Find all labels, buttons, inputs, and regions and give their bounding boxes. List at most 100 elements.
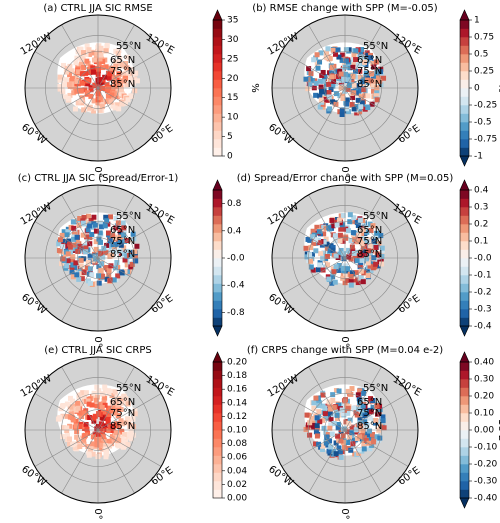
field-cell	[102, 387, 108, 393]
field-cell	[70, 274, 76, 280]
field-cell	[325, 46, 331, 52]
field-cell	[330, 274, 336, 280]
field-cell	[363, 256, 369, 262]
field-cell	[112, 75, 118, 81]
field-cell	[80, 232, 86, 238]
polar-map	[271, 14, 419, 162]
panel-title: (f) CRPS change with SPP (M=0.04 e-2)	[247, 345, 443, 356]
field-cell	[94, 394, 100, 400]
field-cell	[112, 59, 118, 65]
field-cell	[323, 225, 329, 231]
field-cell	[119, 270, 125, 276]
field-cell	[71, 236, 77, 242]
field-cell	[96, 436, 102, 442]
field-cell	[78, 61, 84, 67]
field-cell	[74, 234, 80, 240]
field-cell	[365, 260, 371, 266]
field-cell	[314, 423, 320, 429]
field-cell	[365, 93, 371, 99]
field-cell	[308, 71, 314, 77]
field-cell	[368, 55, 374, 61]
meridian	[344, 429, 409, 467]
field-cell	[330, 99, 336, 105]
field-cell	[93, 239, 99, 245]
field-cell	[96, 236, 102, 242]
field-cell	[338, 454, 344, 460]
field-cell	[81, 64, 87, 70]
field-cell	[327, 55, 333, 61]
colorbar-tick-label: -0.3	[474, 305, 492, 315]
field-cell	[311, 405, 317, 411]
field-cell	[88, 87, 94, 93]
field-cell	[361, 390, 367, 396]
field-cell	[113, 215, 119, 221]
field-cell	[112, 410, 118, 416]
colorbar-bin	[460, 79, 469, 89]
colorbar-bin	[213, 370, 222, 380]
field-cell	[348, 238, 354, 244]
polar-map	[24, 184, 172, 332]
field-cell	[352, 253, 358, 259]
field-cell	[71, 242, 77, 248]
field-cell	[87, 70, 93, 76]
field-cell	[345, 86, 351, 92]
colorbar-tick-label: 1	[474, 16, 480, 26]
field-cell	[336, 54, 342, 60]
polar-map	[271, 184, 419, 332]
field-cell	[70, 262, 76, 268]
colorbar-bin	[213, 396, 222, 405]
field-cell	[129, 261, 135, 267]
meridian	[34, 221, 99, 259]
colorbar-bin	[213, 190, 222, 199]
field-cell	[132, 76, 138, 82]
field-cell	[119, 101, 125, 107]
colorbar-bin	[213, 421, 222, 431]
field-cell	[125, 97, 131, 103]
field-cell	[333, 253, 339, 259]
lat-label: 75°N	[110, 236, 135, 247]
field-cell	[348, 256, 354, 262]
field-cell	[364, 229, 370, 235]
field-cell	[356, 447, 362, 453]
field-cell	[123, 396, 129, 402]
colorbar-bin	[213, 113, 222, 123]
field-cell	[374, 69, 380, 75]
field-cell	[367, 263, 373, 269]
colorbar-tick-label: -0.30	[474, 477, 498, 487]
field-cell	[65, 95, 71, 101]
field-cell	[81, 410, 87, 416]
field-cell	[126, 419, 132, 425]
field-cell	[308, 258, 314, 264]
field-cell	[90, 451, 96, 457]
field-cell	[318, 50, 324, 56]
colorbar-bin	[460, 258, 469, 267]
field-cell	[370, 60, 376, 66]
field-cell	[357, 68, 363, 74]
colorbar-bin	[213, 79, 222, 89]
field-cell	[115, 402, 121, 408]
field-cell	[368, 242, 374, 248]
meridian	[97, 24, 135, 89]
field-cell	[358, 275, 364, 281]
field-cell	[131, 236, 137, 242]
field-cell	[374, 230, 380, 236]
field-cell	[83, 390, 89, 396]
field-cell	[367, 446, 373, 452]
field-cell	[357, 253, 363, 259]
field-cell	[330, 451, 336, 457]
meridian	[308, 24, 346, 89]
field-cell	[365, 273, 371, 279]
field-cell	[99, 415, 105, 421]
field-cell	[78, 46, 84, 52]
field-cell	[108, 99, 114, 105]
field-cell	[352, 277, 358, 283]
field-cell	[121, 232, 127, 238]
field-cell	[305, 236, 311, 242]
field-cell	[320, 447, 326, 453]
colorbar-tick-label: 0.16	[227, 385, 247, 395]
field-cell	[60, 244, 66, 250]
field-cell	[124, 54, 130, 60]
lat-label: 65°N	[110, 55, 135, 66]
field-cell	[320, 104, 326, 110]
field-cell	[73, 246, 79, 252]
